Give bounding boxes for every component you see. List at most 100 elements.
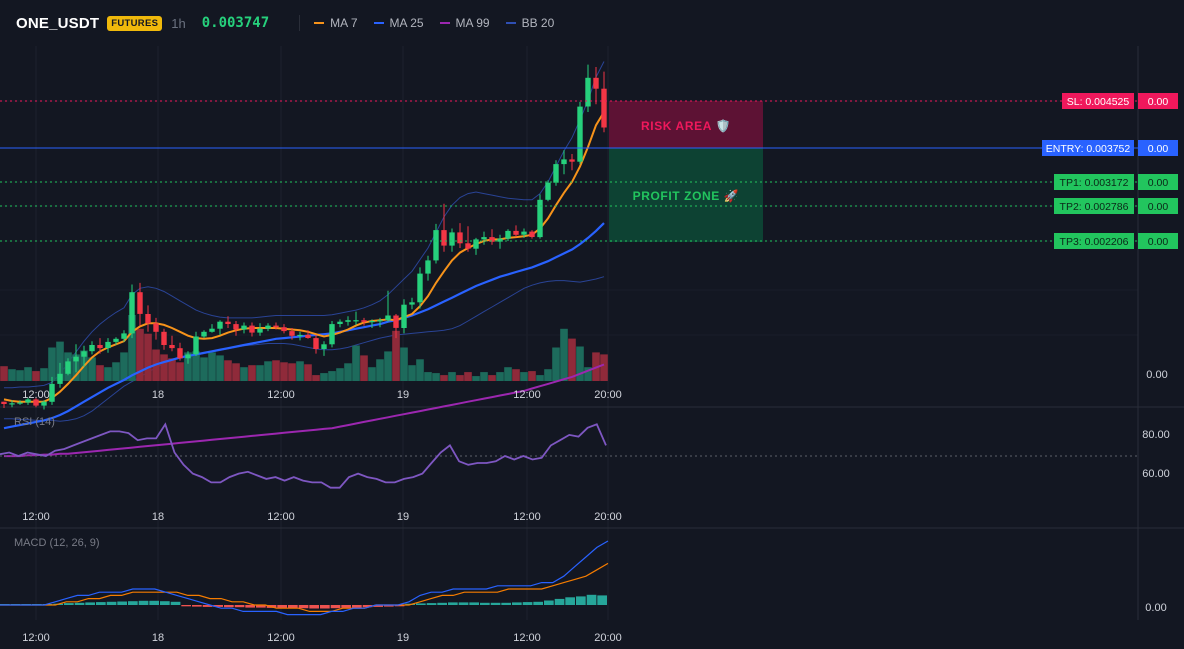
- bb-lower-line: [4, 276, 605, 422]
- candle-body: [161, 331, 167, 345]
- sl-tag-box: [1062, 93, 1134, 109]
- candle-body: [313, 338, 319, 349]
- candle-body: [457, 232, 463, 244]
- candle-body: [65, 361, 71, 374]
- candle-body: [473, 239, 479, 249]
- entry-axis-label: 0.00: [1148, 143, 1169, 155]
- tp1-axis-box: [1138, 174, 1178, 190]
- legend-ma99[interactable]: MA 99: [439, 16, 490, 30]
- volume-bar: [480, 372, 488, 381]
- risk-area-box: [609, 101, 763, 148]
- legend-bb20[interactable]: BB 20: [505, 16, 555, 30]
- volume-bar: [600, 354, 608, 381]
- candle-body: [441, 230, 447, 246]
- tp3-tag-box: [1054, 233, 1134, 249]
- ma25-line: [3, 222, 605, 430]
- candle-body: [193, 336, 199, 355]
- volume-bar: [184, 352, 192, 381]
- bb20-swatch: [505, 22, 516, 24]
- tp3-axis-box: [1138, 233, 1178, 249]
- candlesticks: [1, 64, 607, 410]
- time-label: 12:00: [513, 632, 541, 644]
- volume-bar: [232, 363, 240, 381]
- candle-body: [289, 331, 295, 336]
- volume-bar: [368, 367, 376, 381]
- volume-bar: [208, 352, 216, 381]
- macd-histogram-bar: [544, 600, 554, 605]
- candle-body: [377, 320, 383, 322]
- rsi-axis-60: 60.00: [1142, 468, 1170, 480]
- candle-body: [217, 321, 223, 329]
- candle-body: [145, 314, 151, 324]
- candle-body: [577, 106, 583, 162]
- macd-histogram-bar: [234, 605, 245, 608]
- candle-body: [89, 345, 95, 352]
- candle-body: [529, 231, 535, 237]
- candle-body: [169, 345, 175, 349]
- time-label: 19: [397, 389, 409, 401]
- macd-axis-zero: 0.00: [1145, 602, 1166, 614]
- candle-body: [385, 315, 391, 321]
- volume-bar: [48, 347, 56, 381]
- volume-bar: [272, 360, 280, 381]
- macd-histogram-bar: [224, 605, 234, 608]
- ma7-line: [3, 111, 605, 403]
- time-label: 12:00: [513, 389, 541, 401]
- grid-lines: [0, 46, 1184, 620]
- volume-bar: [104, 367, 112, 381]
- macd-histogram-bar: [341, 605, 351, 608]
- volume-bar: [344, 363, 352, 381]
- volume-bar: [496, 372, 504, 381]
- volume-bar: [504, 367, 512, 381]
- entry-tag-label: ENTRY: 0.003752: [1046, 143, 1131, 155]
- indicator-legend: MA 7 MA 25 MA 99 BB 20: [314, 16, 570, 30]
- bb20-label: BB 20: [521, 16, 555, 30]
- candle-body: [513, 230, 519, 235]
- candle-body: [409, 302, 415, 305]
- volume-bar: [120, 352, 128, 381]
- macd-histogram-bar: [522, 602, 533, 605]
- macd-histogram-bar: [533, 601, 543, 605]
- tp1-axis-label: 0.00: [1148, 177, 1169, 189]
- candle-body: [337, 321, 343, 324]
- legend-ma25[interactable]: MA 25: [373, 16, 424, 30]
- volume-bar: [576, 346, 584, 381]
- macd-signal-line: [0, 562, 609, 613]
- volume-bar: [384, 351, 392, 381]
- tp2-tag-label: TP2: 0.002786: [1060, 201, 1129, 213]
- candle-body: [209, 328, 215, 332]
- macd-histogram-bar: [96, 602, 106, 605]
- candle-body: [401, 304, 407, 328]
- volume-bar: [536, 375, 544, 381]
- bollinger-bands: [4, 61, 605, 422]
- macd-histogram-bar: [330, 605, 341, 609]
- time-label: 12:00: [22, 511, 50, 523]
- macd-histogram-bar: [426, 603, 437, 605]
- candle-body: [57, 373, 63, 384]
- timeframe-label[interactable]: 1h: [171, 15, 186, 31]
- candle-body: [521, 231, 527, 235]
- volume-bar: [512, 369, 520, 381]
- macd-histogram-bar: [170, 601, 181, 605]
- volume-bar: [360, 355, 368, 381]
- volume-bar: [224, 360, 232, 381]
- time-label: 18: [152, 511, 164, 523]
- volume-bars: [0, 315, 608, 381]
- volume-bar: [296, 361, 304, 381]
- macd-histogram-bar: [501, 602, 511, 605]
- volume-bar: [584, 367, 592, 381]
- rsi-line: [0, 422, 607, 489]
- symbol-name[interactable]: ONE_USDT: [16, 14, 100, 32]
- volume-bar: [256, 365, 264, 381]
- volume-bar: [176, 362, 184, 381]
- candle-body: [17, 402, 23, 404]
- tp2-axis-label: 0.00: [1148, 201, 1169, 213]
- risk-area-label: RISK AREA 🛡️: [641, 119, 731, 133]
- volume-bar: [128, 315, 136, 381]
- candle-body: [537, 199, 543, 238]
- volume-bar: [416, 359, 424, 381]
- legend-ma7[interactable]: MA 7: [314, 16, 358, 30]
- sl-axis-box: [1138, 93, 1178, 109]
- time-label: 12:00: [513, 511, 541, 523]
